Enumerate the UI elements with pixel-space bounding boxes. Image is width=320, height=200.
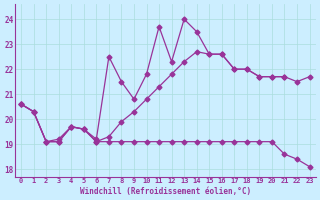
X-axis label: Windchill (Refroidissement éolien,°C): Windchill (Refroidissement éolien,°C) [80, 187, 251, 196]
